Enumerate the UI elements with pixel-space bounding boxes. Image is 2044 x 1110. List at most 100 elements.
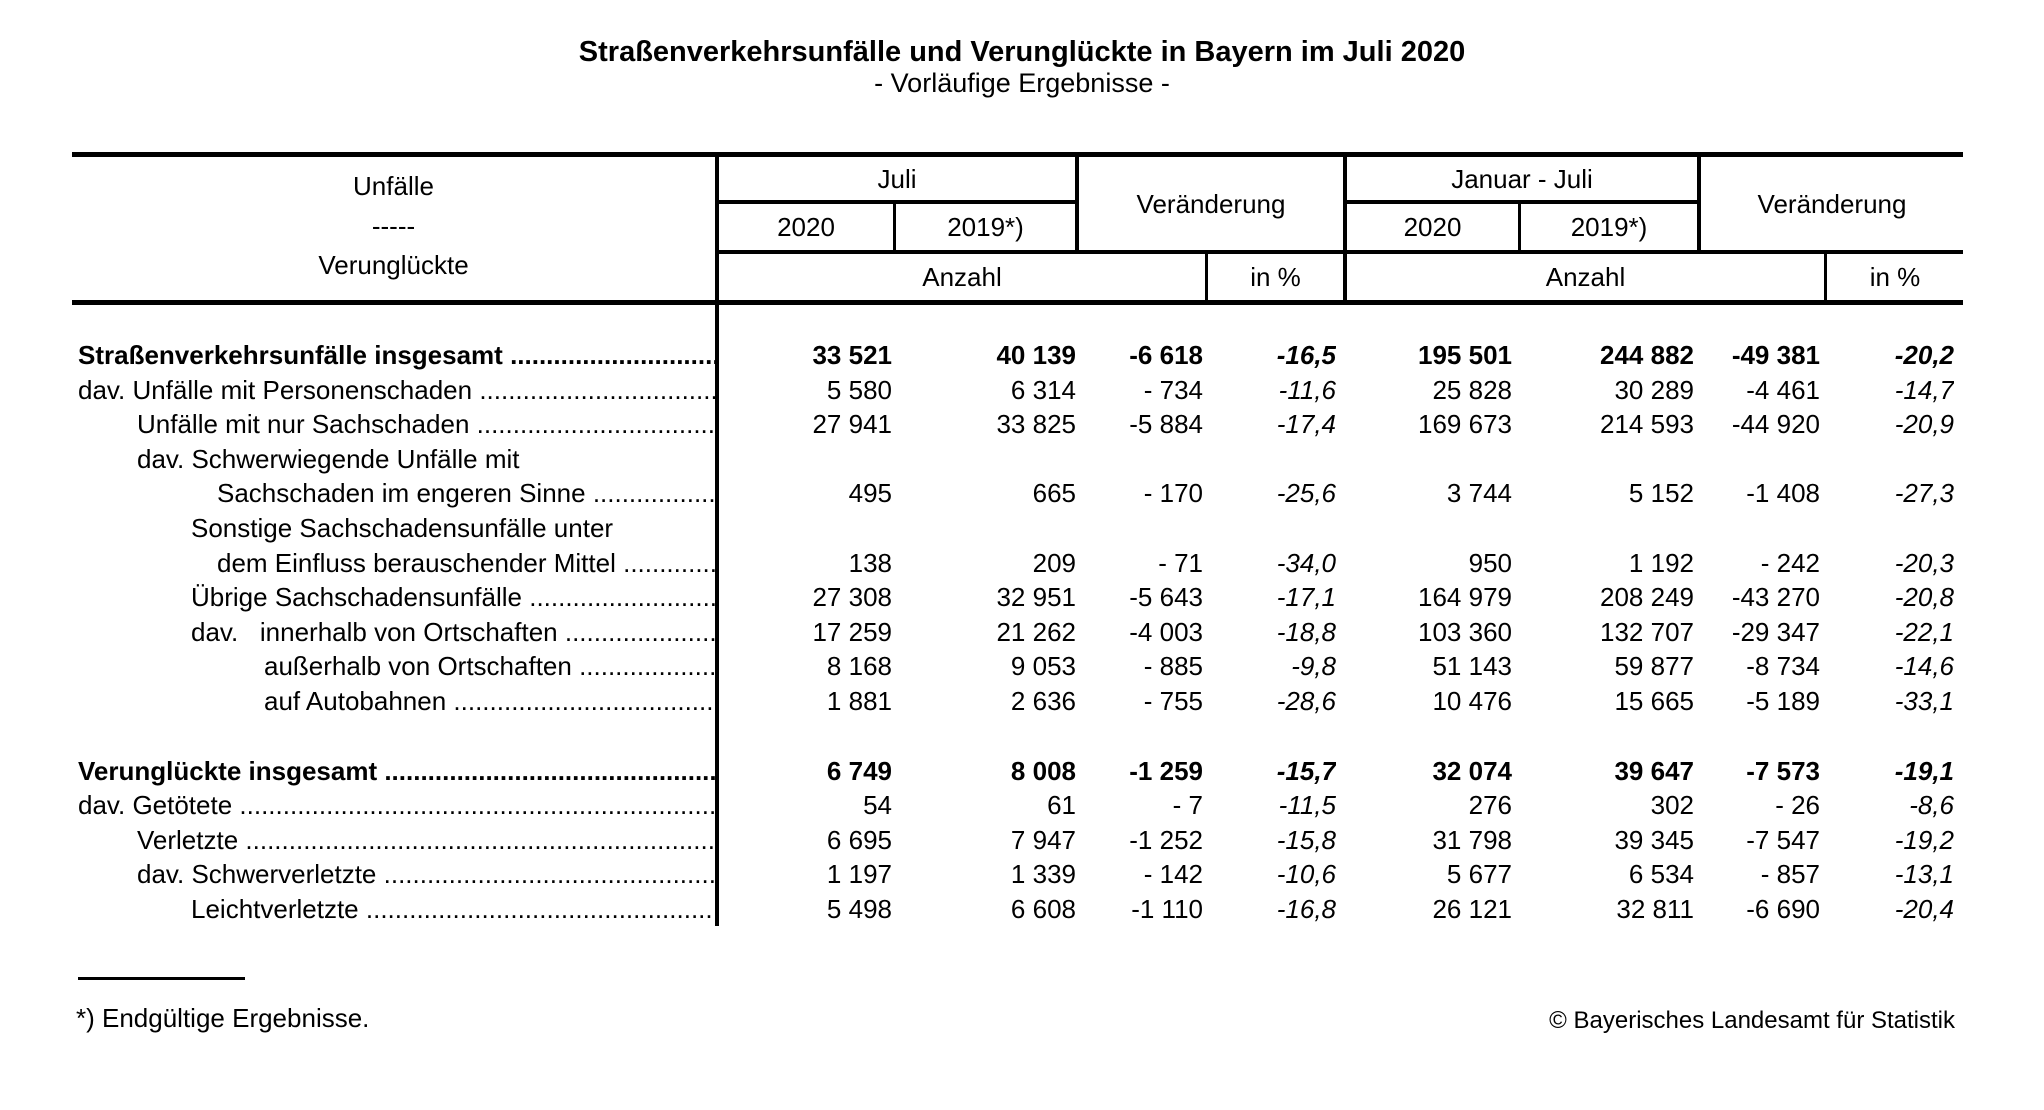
cell-juli_2020: 27 941 — [812, 409, 892, 440]
dot-leader: ........................................… — [239, 790, 719, 821]
cell-delta_janjuli: -44 920 — [1731, 409, 1820, 440]
cell-janjuli_2020: 25 828 — [1432, 374, 1512, 405]
cell-janjuli_2019: 208 249 — [1600, 582, 1694, 613]
row-label: dem Einfluss berauschender Mittel ......… — [72, 546, 719, 581]
cell-delta_janjuli_pct: -19,1 — [1894, 755, 1954, 786]
table-row: auf Autobahnen .........................… — [72, 684, 1963, 719]
cell-janjuli_2020 — [1336, 442, 1512, 477]
cell-delta_janjuli_pct: -22,1 — [1894, 616, 1954, 647]
cell-juli_2019: 33 825 — [996, 409, 1076, 440]
row-label: dav. innerhalb von Ortschaften .........… — [72, 615, 719, 650]
cell-delta_juli_pct: -15,7 — [1276, 755, 1336, 786]
table-row: außerhalb von Ortschaften ..............… — [72, 649, 1963, 684]
cell-delta_janjuli_pct: -27,3 — [1894, 478, 1954, 509]
cell-janjuli_2020: 164 979 — [1418, 582, 1512, 613]
table-row: Verunglückte insgesamt .................… — [72, 754, 1963, 789]
cell-delta_juli_pct: -10,6 — [1276, 859, 1336, 890]
table-row: dav. Getötete ..........................… — [72, 788, 1963, 823]
row-label: Verletzte ..............................… — [72, 823, 719, 858]
cell-janjuli_2019: 39 647 — [1614, 755, 1694, 786]
row-label: Unfälle mit nur Sachschaden ............… — [72, 407, 719, 442]
cell-juli_2020: 138 — [848, 547, 892, 578]
cell-juli_2019 — [892, 442, 1076, 477]
cell-juli_2020: 27 308 — [812, 582, 892, 613]
cell-delta_janjuli: -7 573 — [1746, 755, 1820, 786]
cell-janjuli_2020: 195 501 — [1418, 340, 1512, 370]
table-top-rule — [72, 152, 1963, 157]
dot-leader: ........................................… — [592, 478, 719, 509]
table-row: dav. Unfälle mit Personenschaden .......… — [72, 373, 1963, 408]
cell-juli_2020: 6 749 — [826, 755, 892, 786]
cell-delta_janjuli: -7 547 — [1746, 824, 1820, 855]
cell-delta_janjuli — [1694, 511, 1820, 546]
table-row: Sachschaden im engeren Sinne ...........… — [72, 476, 1963, 511]
cell-delta_juli_pct: -17,4 — [1276, 409, 1336, 440]
cell-juli_2019: 40 139 — [996, 340, 1076, 370]
cell-janjuli_2019: 214 593 — [1600, 409, 1694, 440]
cell-juli_2020: 8 168 — [826, 651, 892, 682]
unit-anzahl-janjuli: Anzahl — [1545, 262, 1626, 292]
dot-leader: ........................................… — [476, 409, 719, 440]
row-label: auf Autobahnen .........................… — [72, 684, 719, 719]
cell-janjuli_2019 — [1512, 442, 1694, 477]
statistics-table: Unfälle ----- Verunglückte Juli Veränder… — [72, 152, 1963, 932]
cell-delta_janjuli: -43 270 — [1731, 582, 1820, 613]
janjuli-group-rule — [1345, 200, 1699, 204]
cell-delta_janjuli_pct: -13,1 — [1894, 859, 1954, 890]
anzahl1-pct-divider — [1205, 250, 1208, 305]
cell-juli_2020: 6 695 — [826, 824, 892, 855]
cell-delta_janjuli — [1694, 442, 1820, 477]
cell-janjuli_2020: 3 744 — [1446, 478, 1512, 509]
juli-year-divider — [893, 200, 896, 254]
cell-delta_juli — [1076, 511, 1203, 546]
cell-delta_juli_pct: -15,8 — [1276, 824, 1336, 855]
dot-leader: ........................................… — [453, 685, 719, 716]
colgroup-juli: Juli — [877, 163, 917, 194]
juli-group-rule — [718, 200, 1079, 204]
cell-delta_janjuli: - 857 — [1760, 859, 1820, 890]
cell-juli_2019: 665 — [1032, 478, 1076, 509]
cell-janjuli_2019: 132 707 — [1600, 616, 1694, 647]
juli-veraenderung-divider — [1075, 157, 1079, 254]
cell-juli_2019 — [892, 511, 1076, 546]
col-juli-2019: 2019*) — [947, 212, 1024, 242]
cell-juli_2019: 8 008 — [1010, 755, 1076, 786]
cell-janjuli_2020: 5 677 — [1446, 859, 1512, 890]
cell-janjuli_2020: 31 798 — [1432, 824, 1512, 855]
cell-delta_juli_pct: -28,6 — [1276, 685, 1336, 716]
cell-janjuli_2019: 30 289 — [1614, 374, 1694, 405]
row-label: dav. Schwerverletzte ...................… — [72, 857, 719, 892]
veraenderung-janjuli-divider — [1343, 157, 1347, 305]
footnote-rule — [78, 977, 245, 980]
table-body: Straßenverkehrsunfälle insgesamt .......… — [72, 305, 1963, 927]
cell-janjuli_2020 — [1336, 511, 1512, 546]
cell-delta_juli — [1076, 442, 1203, 477]
header-bottom-rule — [72, 300, 1963, 305]
row-label: Sonstige Sachschadensunfälle unter — [191, 512, 614, 543]
cell-delta_janjuli: - 242 — [1760, 547, 1820, 578]
row-label: Sachschaden im engeren Sinne ...........… — [72, 476, 719, 511]
cell-delta_juli_pct: -25,6 — [1276, 478, 1336, 509]
cell-delta_janjuli_pct: -14,7 — [1894, 374, 1954, 405]
row-label: dav. Unfälle mit Personenschaden .......… — [72, 373, 719, 408]
dot-leader: ........................................… — [579, 651, 719, 682]
colgroup-veraenderung-juli: Veränderung — [1136, 188, 1286, 219]
cell-juli_2019: 9 053 — [1010, 651, 1076, 682]
cell-janjuli_2019: 15 665 — [1614, 685, 1694, 716]
cell-janjuli_2019: 59 877 — [1614, 651, 1694, 682]
cell-delta_juli_pct: -11,6 — [1278, 374, 1336, 405]
table-row: dem Einfluss berauschender Mittel ......… — [72, 546, 1963, 581]
dot-leader: ........................................… — [623, 547, 719, 578]
cell-janjuli_2020: 26 121 — [1432, 893, 1512, 924]
cell-juli_2020: 54 — [863, 790, 892, 821]
table-row: Leichtverletzte ........................… — [72, 892, 1963, 927]
dot-leader: ........................................… — [384, 755, 719, 786]
col-janjuli-2020: 2020 — [1403, 212, 1462, 242]
cell-delta_juli: -5 884 — [1129, 409, 1203, 440]
cell-delta_juli: -5 643 — [1129, 582, 1203, 613]
cell-janjuli_2019: 244 882 — [1600, 340, 1694, 370]
cell-delta_janjuli_pct: -20,2 — [1894, 340, 1954, 370]
cell-delta_janjuli: -5 189 — [1746, 685, 1820, 716]
cell-delta_juli_pct: -18,8 — [1276, 616, 1336, 647]
cell-delta_janjuli_pct: -20,9 — [1894, 409, 1954, 440]
